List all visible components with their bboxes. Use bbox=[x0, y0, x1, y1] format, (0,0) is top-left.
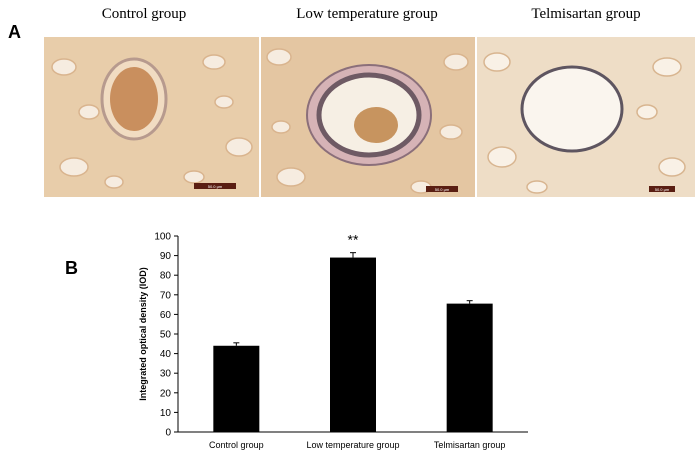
bar-chart: 0 10 20 30 40 50 60 70 80 90 100 ** Control group L… bbox=[138, 232, 528, 450]
scale-bar-control bbox=[194, 183, 236, 189]
scale-bar-telmisartan bbox=[649, 186, 675, 192]
scale-bar-low-temperature bbox=[426, 186, 458, 192]
y-tick-label: 60 bbox=[160, 310, 172, 321]
image-title-low-temperature: Low temperature group bbox=[296, 6, 438, 22]
y-tick-label: 80 bbox=[160, 271, 172, 282]
y-tick-label: 70 bbox=[160, 290, 172, 301]
image-title-telmisartan: Telmisartan group bbox=[531, 6, 641, 22]
y-tick-label: 50 bbox=[160, 330, 172, 341]
y-tick-label: 40 bbox=[160, 349, 172, 360]
x-tick-label: Control group bbox=[209, 440, 264, 450]
image-title-control: Control group bbox=[101, 6, 187, 22]
y-tick-label: 10 bbox=[160, 408, 172, 419]
y-tick-label: 30 bbox=[160, 369, 172, 380]
micrograph-low-temperature: 50.0 μm bbox=[261, 37, 475, 197]
y-tick-label: 0 bbox=[165, 428, 171, 439]
panel-b-label: B bbox=[65, 258, 78, 278]
scale-bar-label: 50.0 μm bbox=[655, 187, 670, 192]
y-tick-label: 20 bbox=[160, 388, 172, 399]
bar-1 bbox=[330, 257, 376, 432]
y-tick-label: 100 bbox=[154, 232, 171, 243]
x-tick-label: Low temperature group bbox=[306, 440, 399, 450]
scale-bar-label: 50.0 μm bbox=[208, 184, 223, 189]
y-tick-label: 90 bbox=[160, 251, 172, 262]
micrograph-telmisartan: 50.0 μm bbox=[477, 37, 695, 197]
y-axis-title: Integrated optical density (IOD) bbox=[138, 267, 148, 401]
panel-a-label: A bbox=[8, 22, 21, 42]
bar-0 bbox=[213, 345, 260, 432]
significance-marker: ** bbox=[348, 232, 359, 248]
micrograph-control: 50.0 μm bbox=[44, 37, 259, 197]
scale-bar-label: 50.0 μm bbox=[435, 187, 450, 192]
x-tick-label: Telmisartan group bbox=[434, 440, 506, 450]
bar-2 bbox=[446, 303, 493, 432]
